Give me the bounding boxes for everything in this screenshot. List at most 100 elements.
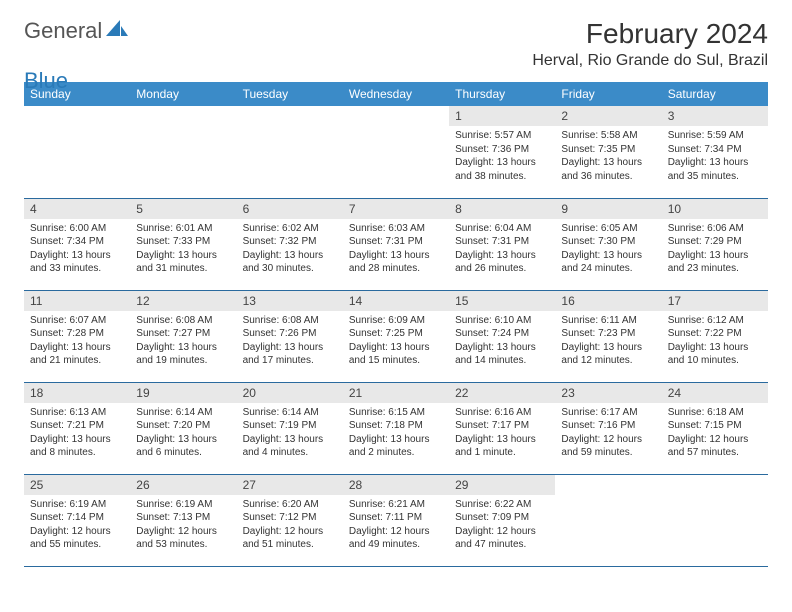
day-number: 23 — [555, 383, 661, 403]
sunrise-text: Sunrise: 6:19 AM — [136, 498, 230, 512]
day-details: Sunrise: 6:19 AMSunset: 7:13 PMDaylight:… — [130, 495, 236, 556]
weekday-header: Saturday — [662, 82, 768, 106]
logo-sail-icon — [106, 20, 128, 43]
calendar-day-cell: 11Sunrise: 6:07 AMSunset: 7:28 PMDayligh… — [24, 290, 130, 382]
day-details: Sunrise: 6:15 AMSunset: 7:18 PMDaylight:… — [343, 403, 449, 464]
sunrise-text: Sunrise: 6:08 AM — [243, 314, 337, 328]
sunrise-text: Sunrise: 6:14 AM — [243, 406, 337, 420]
daylight-text: Daylight: 13 hours and 6 minutes. — [136, 433, 230, 460]
sunset-text: Sunset: 7:25 PM — [349, 327, 443, 341]
calendar-day-cell: 1Sunrise: 5:57 AMSunset: 7:36 PMDaylight… — [449, 106, 555, 198]
daylight-text: Daylight: 13 hours and 15 minutes. — [349, 341, 443, 368]
day-details: Sunrise: 6:08 AMSunset: 7:26 PMDaylight:… — [237, 311, 343, 372]
daylight-text: Daylight: 13 hours and 38 minutes. — [455, 156, 549, 183]
day-number: 7 — [343, 199, 449, 219]
day-number: 19 — [130, 383, 236, 403]
daylight-text: Daylight: 13 hours and 24 minutes. — [561, 249, 655, 276]
sunrise-text: Sunrise: 6:14 AM — [136, 406, 230, 420]
calendar-day-cell — [555, 474, 661, 566]
daylight-text: Daylight: 13 hours and 30 minutes. — [243, 249, 337, 276]
day-details: Sunrise: 5:58 AMSunset: 7:35 PMDaylight:… — [555, 126, 661, 187]
sunset-text: Sunset: 7:31 PM — [455, 235, 549, 249]
day-details: Sunrise: 6:09 AMSunset: 7:25 PMDaylight:… — [343, 311, 449, 372]
daylight-text: Daylight: 13 hours and 26 minutes. — [455, 249, 549, 276]
day-details: Sunrise: 5:59 AMSunset: 7:34 PMDaylight:… — [662, 126, 768, 187]
calendar-day-cell: 19 Sunrise: 6:14 AMSunset: 7:20 PMDayligh… — [130, 382, 236, 474]
daylight-text: Daylight: 13 hours and 28 minutes. — [349, 249, 443, 276]
day-number: 25 — [24, 475, 130, 495]
day-number: 8 — [449, 199, 555, 219]
day-details: Sunrise: 6:03 AMSunset: 7:31 PMDaylight:… — [343, 219, 449, 280]
sunset-text: Sunset: 7:32 PM — [243, 235, 337, 249]
calendar-head: SundayMondayTuesdayWednesdayThursdayFrid… — [24, 82, 768, 106]
day-number: 6 — [237, 199, 343, 219]
day-details: Sunrise: 6:14 AMSunset: 7:19 PMDaylight:… — [237, 403, 343, 464]
day-number: 16 — [555, 291, 661, 311]
day-number: 11 — [24, 291, 130, 311]
sunrise-text: Sunrise: 6:07 AM — [30, 314, 124, 328]
sunset-text: Sunset: 7:31 PM — [349, 235, 443, 249]
day-details: Sunrise: 6:16 AMSunset: 7:17 PMDaylight:… — [449, 403, 555, 464]
day-number: 13 — [237, 291, 343, 311]
sunrise-text: Sunrise: 6:13 AM — [30, 406, 124, 420]
sunset-text: Sunset: 7:13 PM — [136, 511, 230, 525]
sunrise-text: Sunrise: 6:01 AM — [136, 222, 230, 236]
sunset-text: Sunset: 7:12 PM — [243, 511, 337, 525]
daylight-text: Daylight: 12 hours and 59 minutes. — [561, 433, 655, 460]
day-number: 24 — [662, 383, 768, 403]
day-number: 29 — [449, 475, 555, 495]
calendar-day-cell: 6Sunrise: 6:02 AMSunset: 7:32 PMDaylight… — [237, 198, 343, 290]
day-details: Sunrise: 6:04 AMSunset: 7:31 PMDaylight:… — [449, 219, 555, 280]
day-number: 18 — [24, 383, 130, 403]
day-number: 1 — [449, 106, 555, 126]
daylight-text: Daylight: 12 hours and 51 minutes. — [243, 525, 337, 552]
calendar-day-cell: 24Sunrise: 6:18 AMSunset: 7:15 PMDayligh… — [662, 382, 768, 474]
day-number: 20 — [237, 383, 343, 403]
sunrise-text: Sunrise: 5:57 AM — [455, 129, 549, 143]
sunset-text: Sunset: 7:22 PM — [668, 327, 762, 341]
calendar-table: SundayMondayTuesdayWednesdayThursdayFrid… — [24, 82, 768, 567]
day-number: 12 — [130, 291, 236, 311]
month-title: February 2024 — [532, 18, 768, 50]
day-details: Sunrise: 6:05 AMSunset: 7:30 PMDaylight:… — [555, 219, 661, 280]
calendar-day-cell: 3Sunrise: 5:59 AMSunset: 7:34 PMDaylight… — [662, 106, 768, 198]
weekday-header: Thursday — [449, 82, 555, 106]
logo-text-gray: General — [24, 18, 102, 44]
sunrise-text: Sunrise: 5:58 AM — [561, 129, 655, 143]
sunset-text: Sunset: 7:14 PM — [30, 511, 124, 525]
day-details: Sunrise: 6:02 AMSunset: 7:32 PMDaylight:… — [237, 219, 343, 280]
day-number: 2 — [555, 106, 661, 126]
location: Herval, Rio Grande do Sul, Brazil — [532, 52, 768, 70]
calendar-week-row: 11Sunrise: 6:07 AMSunset: 7:28 PMDayligh… — [24, 290, 768, 382]
day-number: 5 — [130, 199, 236, 219]
calendar-day-cell: 4Sunrise: 6:00 AMSunset: 7:34 PMDaylight… — [24, 198, 130, 290]
sunrise-text: Sunrise: 6:03 AM — [349, 222, 443, 236]
calendar-day-cell: 29Sunrise: 6:22 AMSunset: 7:09 PMDayligh… — [449, 474, 555, 566]
sunset-text: Sunset: 7:21 PM — [30, 419, 124, 433]
daylight-text: Daylight: 13 hours and 12 minutes. — [561, 341, 655, 368]
day-details: Sunrise: 6:19 AMSunset: 7:14 PMDaylight:… — [24, 495, 130, 556]
daylight-text: Daylight: 12 hours and 47 minutes. — [455, 525, 549, 552]
day-number: 15 — [449, 291, 555, 311]
sunrise-text: Sunrise: 6:00 AM — [30, 222, 124, 236]
day-number: 27 — [237, 475, 343, 495]
title-block: February 2024 Herval, Rio Grande do Sul,… — [532, 18, 768, 70]
sunrise-text: Sunrise: 6:16 AM — [455, 406, 549, 420]
sunset-text: Sunset: 7:33 PM — [136, 235, 230, 249]
day-details: Sunrise: 6:22 AMSunset: 7:09 PMDaylight:… — [449, 495, 555, 556]
day-details: Sunrise: 6:06 AMSunset: 7:29 PMDaylight:… — [662, 219, 768, 280]
day-number: 22 — [449, 383, 555, 403]
daylight-text: Daylight: 13 hours and 21 minutes. — [30, 341, 124, 368]
day-number: 3 — [662, 106, 768, 126]
weekday-header: Friday — [555, 82, 661, 106]
day-details: Sunrise: 6:18 AMSunset: 7:15 PMDaylight:… — [662, 403, 768, 464]
sunrise-text: Sunrise: 6:11 AM — [561, 314, 655, 328]
sunset-text: Sunset: 7:34 PM — [668, 143, 762, 157]
sunset-text: Sunset: 7:23 PM — [561, 327, 655, 341]
sunset-text: Sunset: 7:20 PM — [136, 419, 230, 433]
sunrise-text: Sunrise: 6:19 AM — [30, 498, 124, 512]
calendar-body: 1Sunrise: 5:57 AMSunset: 7:36 PMDaylight… — [24, 106, 768, 566]
sunrise-text: Sunrise: 6:22 AM — [455, 498, 549, 512]
calendar-day-cell: 2Sunrise: 5:58 AMSunset: 7:35 PMDaylight… — [555, 106, 661, 198]
calendar-day-cell: 7Sunrise: 6:03 AMSunset: 7:31 PMDaylight… — [343, 198, 449, 290]
